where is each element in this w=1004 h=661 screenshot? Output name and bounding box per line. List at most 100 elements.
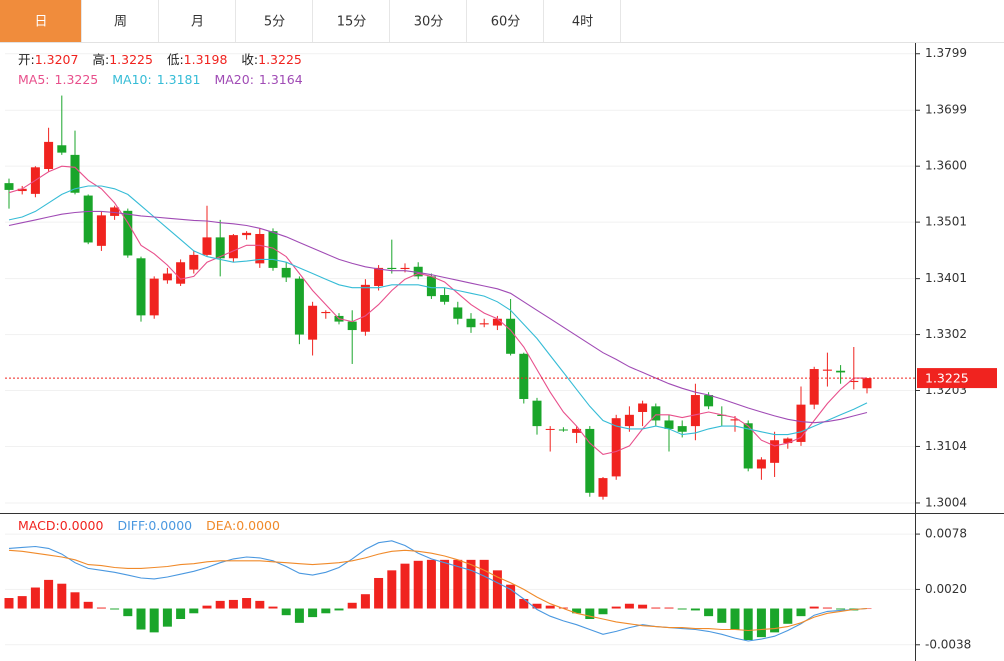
candle-body xyxy=(756,459,766,469)
y-tick-label: 1.3799 xyxy=(925,46,967,60)
macd-bar xyxy=(347,602,357,609)
candle-body xyxy=(347,321,357,331)
y-tick-label: 0.0078 xyxy=(925,527,967,541)
tab-label[interactable]: 5分 xyxy=(264,15,285,30)
candle-body xyxy=(57,145,67,153)
indicator-line xyxy=(8,165,867,455)
legend-value: 1.3225 xyxy=(55,72,99,87)
candle-body xyxy=(479,323,489,325)
legend-value: 1.3207 xyxy=(35,52,79,67)
macd-bar xyxy=(242,598,252,609)
candle-body xyxy=(202,237,212,255)
candle-body xyxy=(519,353,529,399)
candle-body xyxy=(413,266,423,277)
tab[interactable] xyxy=(313,0,390,42)
tab-label[interactable]: 60分 xyxy=(491,15,521,30)
tab[interactable] xyxy=(82,0,159,42)
tab-label[interactable]: 4时 xyxy=(572,15,593,30)
legend-label: DEA: xyxy=(206,518,236,533)
legend-label: MACD: xyxy=(18,518,60,533)
macd-bar xyxy=(453,559,463,609)
candle-body xyxy=(228,235,238,259)
macd-bar xyxy=(492,570,502,609)
tab[interactable] xyxy=(467,0,544,42)
candle-body xyxy=(532,400,542,427)
legend-item: MA5: 1.3225 MA10: 1.3181 MA20: 1.3164 xyxy=(18,72,303,87)
last-price-box xyxy=(917,368,997,389)
legend-value: 1.3164 xyxy=(259,72,303,87)
tab[interactable] xyxy=(159,0,236,42)
macd-bar xyxy=(123,608,133,617)
macd-bar xyxy=(189,608,199,614)
candle-body xyxy=(17,188,27,192)
macd-bar xyxy=(440,559,450,609)
tab[interactable] xyxy=(544,0,621,42)
tab[interactable] xyxy=(390,0,467,42)
y-tick-label: -0.0038 xyxy=(925,637,971,651)
candle-body xyxy=(730,419,740,421)
macd-bar xyxy=(651,607,661,609)
macd-bar xyxy=(110,608,120,610)
y-tick-label: 1.3004 xyxy=(925,495,967,509)
macd-bar xyxy=(572,608,582,614)
tab-label[interactable]: 日 xyxy=(34,15,47,30)
macd-bar xyxy=(83,601,93,609)
candle-body xyxy=(492,318,502,326)
macd-bar xyxy=(268,606,278,609)
macd-bar xyxy=(690,608,700,611)
tab-label[interactable]: 周 xyxy=(114,15,127,30)
legend-value: 0.0000 xyxy=(60,518,104,533)
macd-bar xyxy=(70,592,80,609)
candle-body xyxy=(638,403,648,412)
candle-body xyxy=(96,215,106,246)
macd-bar xyxy=(334,608,344,611)
macd-bar xyxy=(44,579,54,609)
candle-body xyxy=(215,237,225,259)
tab[interactable] xyxy=(236,0,313,42)
candle-body xyxy=(176,262,186,284)
candle-body xyxy=(440,295,450,302)
tab[interactable] xyxy=(0,0,82,42)
macd-bar xyxy=(426,559,436,609)
candle-body xyxy=(70,154,80,193)
candle-body xyxy=(242,232,252,236)
macd-bar xyxy=(30,587,40,609)
candle-body xyxy=(374,267,384,286)
candle-body xyxy=(836,370,846,373)
macd-bar xyxy=(162,608,172,627)
candle-body xyxy=(506,318,516,354)
macd-bar xyxy=(413,560,423,609)
macd-bar xyxy=(770,608,780,633)
candle-body xyxy=(770,440,780,463)
macd-bar xyxy=(822,607,832,609)
indicator-line xyxy=(8,210,868,424)
candle-body xyxy=(677,426,687,432)
macd-bar xyxy=(545,605,555,609)
legend-label: 开: xyxy=(18,52,35,67)
candle-body xyxy=(796,404,806,442)
y-tick-label: 1.3699 xyxy=(925,103,967,117)
candle-body xyxy=(162,273,172,281)
candle-body xyxy=(268,231,278,268)
candle-body xyxy=(136,258,146,316)
y-tick-label: 1.3104 xyxy=(925,439,967,453)
macd-bar xyxy=(321,608,331,614)
candle-body xyxy=(624,414,634,427)
tab-label[interactable]: 30分 xyxy=(414,15,444,30)
candle-body xyxy=(387,267,397,270)
candle-body xyxy=(189,254,199,270)
tab-label[interactable]: 15分 xyxy=(337,15,367,30)
macd-bar xyxy=(730,608,740,630)
macd-bar xyxy=(836,608,846,610)
candle-body xyxy=(294,278,304,335)
candle-body xyxy=(743,423,753,469)
macd-bar xyxy=(809,606,819,609)
macd-bar xyxy=(677,608,687,610)
macd-bar xyxy=(400,563,410,609)
candle-body xyxy=(862,378,872,389)
candle-body xyxy=(44,141,54,170)
legend-label: 低: xyxy=(167,52,184,67)
indicator-line xyxy=(8,549,868,632)
macd-bar xyxy=(743,608,753,641)
tab-label[interactable]: 月 xyxy=(191,15,204,30)
